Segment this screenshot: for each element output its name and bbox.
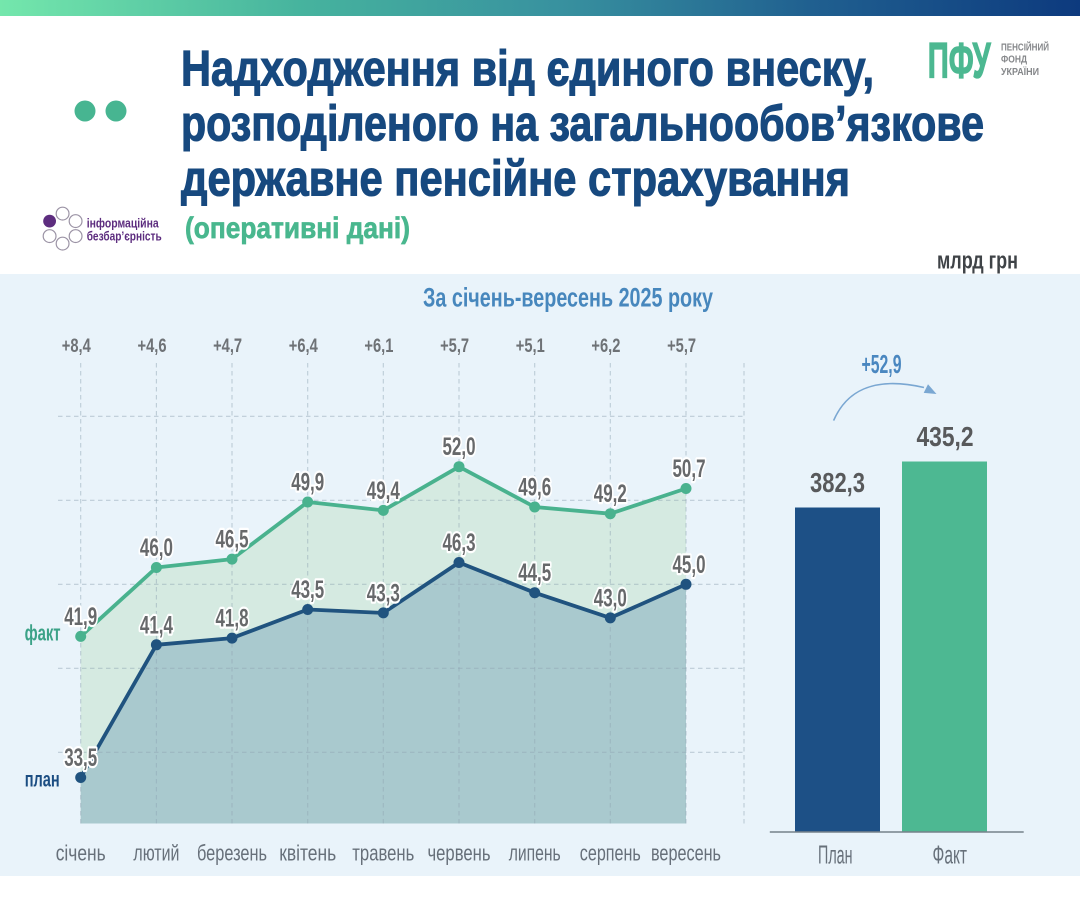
svg-text:+5,1: +5,1 [516,336,545,357]
svg-text:43,5: 43,5 [291,576,324,604]
svg-text:липень: липень [509,841,561,866]
svg-text:+6,4: +6,4 [289,336,318,357]
svg-text:(оперативні дані): (оперативні дані) [185,212,410,245]
svg-text:50,7: 50,7 [673,455,706,483]
svg-text:+6,2: +6,2 [591,336,620,357]
svg-text:44,5: 44,5 [518,559,551,587]
svg-text:УКРАЇНИ: УКРАЇНИ [1001,67,1039,78]
svg-text:+5,7: +5,7 [667,336,696,357]
svg-text:41,9: 41,9 [64,603,97,631]
svg-text:46,5: 46,5 [216,526,249,554]
svg-text:План: План [818,840,853,870]
svg-text:49,4: 49,4 [367,477,400,505]
svg-text:+52,9: +52,9 [862,349,902,379]
svg-text:млрд грн: млрд грн [937,248,1018,275]
svg-text:435,2: 435,2 [917,421,974,452]
svg-text:43,0: 43,0 [594,584,627,612]
svg-text:52,0: 52,0 [443,433,476,461]
svg-text:За січень-вересень 2025 року: За січень-вересень 2025 року [423,283,713,313]
svg-text:382,3: 382,3 [810,467,865,498]
svg-text:+4,6: +4,6 [138,336,167,357]
svg-text:вересень: вересень [651,841,721,866]
svg-text:Факт: Факт [933,840,968,870]
svg-text:ПФУ: ПФУ [928,33,992,89]
svg-text:41,4: 41,4 [140,611,173,639]
svg-text:+8,4: +8,4 [62,336,91,357]
svg-text:факт: факт [25,621,61,646]
svg-text:травень: травень [352,841,414,866]
svg-text:державне пенсійне страхування: державне пенсійне страхування [181,151,850,207]
svg-text:+6,1: +6,1 [364,336,393,357]
svg-text:+5,7: +5,7 [440,336,469,357]
svg-text:інформаційна: інформаційна [87,217,160,231]
svg-text:безбар’єрність: безбар’єрність [87,230,162,244]
svg-text:розподіленого на загальнообов’: розподіленого на загальнообов’язкове [181,96,984,152]
svg-text:41,8: 41,8 [216,605,249,633]
svg-text:березень: березень [197,841,267,866]
svg-text:33,5: 33,5 [64,744,97,772]
svg-text:+4,7: +4,7 [213,336,242,357]
svg-text:план: план [25,769,60,792]
svg-text:серпень: серпень [580,841,641,866]
svg-text:49,9: 49,9 [291,469,324,497]
svg-text:43,3: 43,3 [367,579,400,607]
svg-text:46,3: 46,3 [443,529,476,557]
svg-text:46,0: 46,0 [140,534,173,562]
svg-text:квітень: квітень [279,841,336,866]
svg-text:ПЕНСІЙНИЙ: ПЕНСІЙНИЙ [1001,41,1049,53]
svg-text:45,0: 45,0 [673,551,706,579]
svg-text:лютий: лютий [133,841,179,866]
svg-text:червень: червень [428,841,491,866]
svg-text:січень: січень [56,841,106,866]
svg-text:49,6: 49,6 [518,474,551,502]
svg-text:ФОНД: ФОНД [1001,55,1027,66]
svg-text:Надходження від єдиного внеску: Надходження від єдиного внеску, [181,41,874,97]
svg-text:49,2: 49,2 [594,480,627,508]
